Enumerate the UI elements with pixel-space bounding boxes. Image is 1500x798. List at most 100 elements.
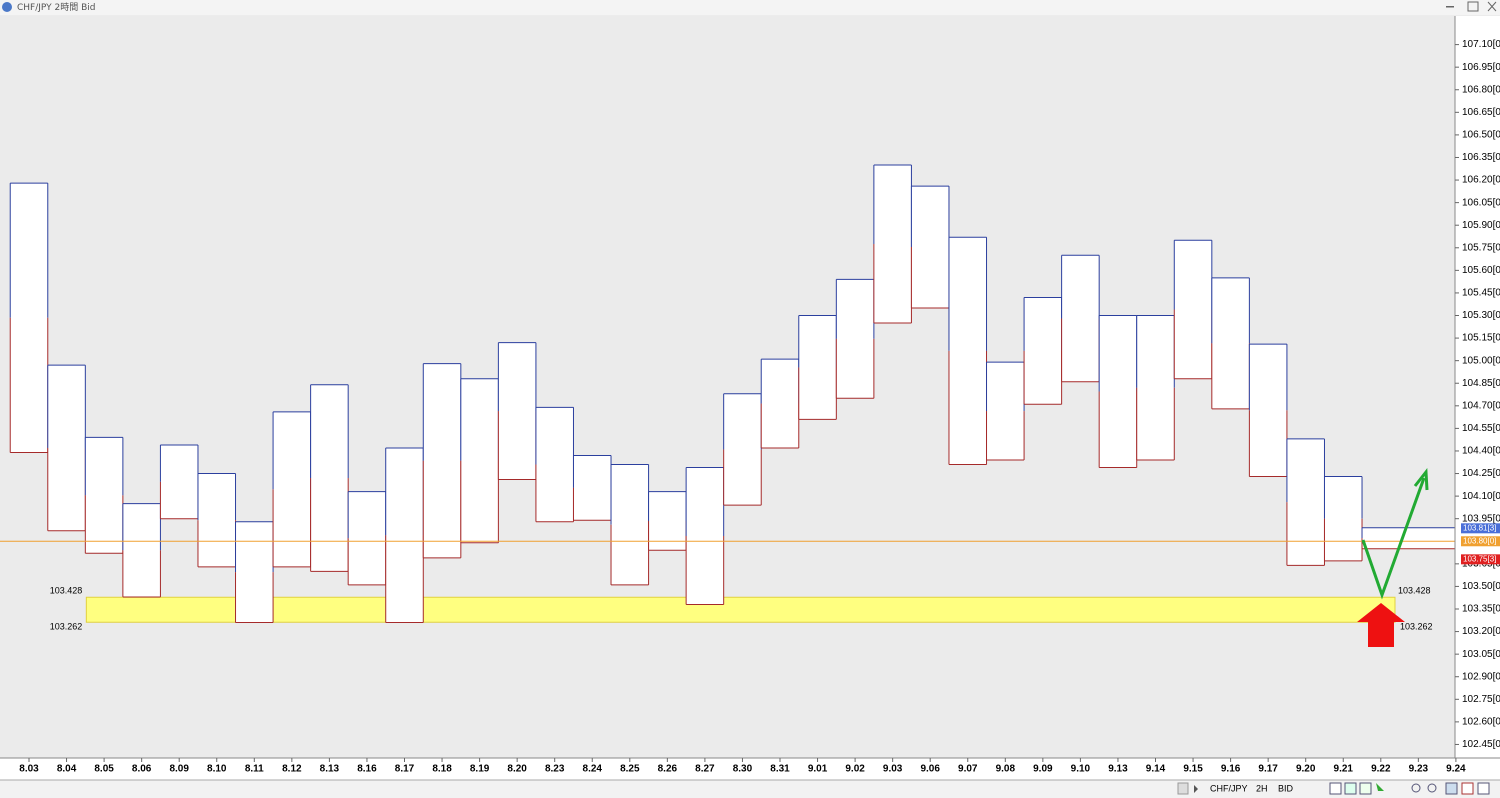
x-tick-label: 9.08	[996, 764, 1016, 775]
x-tick-label: 9.15	[1183, 764, 1203, 775]
y-tick-label: 105.15[0	[1462, 333, 1500, 344]
tool-icon[interactable]	[1344, 782, 1357, 795]
y-tick-label: 105.45[0	[1462, 288, 1500, 299]
day-range	[1136, 315, 1175, 460]
zone-top-label: 103.428	[50, 586, 83, 596]
day-range	[948, 237, 987, 465]
x-tick-label: 8.12	[282, 764, 302, 775]
x-tick-label: 8.16	[357, 764, 377, 775]
zoom-in-icon[interactable]	[1411, 783, 1421, 793]
day-range	[1249, 344, 1287, 477]
y-tick-label: 102.75[0	[1462, 694, 1500, 705]
day-range	[310, 384, 349, 572]
day-range	[160, 444, 198, 519]
x-tick-label: 8.05	[94, 764, 114, 775]
day-range	[798, 315, 837, 420]
x-tick-label: 9.21	[1334, 764, 1354, 775]
y-tick-label: 106.80[0	[1462, 84, 1500, 95]
x-tick-label: 9.22	[1371, 764, 1391, 775]
y-tick-label: 106.50[0	[1462, 130, 1500, 141]
x-tick-label: 9.24	[1446, 764, 1466, 775]
x-tick-label: 8.26	[658, 764, 678, 775]
y-tick-label: 104.40[0	[1462, 446, 1500, 457]
y-tick-label: 106.35[0	[1462, 152, 1500, 163]
tool-icon[interactable]	[1329, 782, 1342, 795]
tool-icon[interactable]	[1359, 782, 1372, 795]
x-tick-label: 8.31	[770, 764, 790, 775]
y-axis-panel	[1455, 16, 1500, 758]
x-tick-label: 9.02	[845, 764, 865, 775]
x-tick-label: 9.07	[958, 764, 978, 775]
x-tick-label: 8.10	[207, 764, 227, 775]
close-button[interactable]	[1487, 1, 1497, 12]
day-range	[197, 473, 236, 567]
price-tag	[1461, 536, 1500, 547]
y-tick-label: 104.85[0	[1462, 378, 1500, 389]
up-arrow	[1357, 603, 1405, 647]
price-tag-label: 103.81[3]	[1463, 523, 1496, 532]
x-tick-label: 8.09	[169, 764, 189, 775]
day-range	[10, 183, 48, 453]
y-tick-label: 106.65[0	[1462, 107, 1500, 118]
day-range	[348, 491, 386, 585]
symbol-select[interactable]: CHF/JPY	[1210, 783, 1248, 793]
forecast-arrow-head	[1413, 467, 1429, 491]
zoom-out-icon[interactable]	[1427, 783, 1437, 793]
plot-layer: 103.428 103.262 103.428 103.262	[0, 164, 1455, 632]
y-tick-label: 103.50[0	[1462, 581, 1500, 592]
day-range	[423, 363, 461, 558]
y-tick-label: 105.60[0	[1462, 265, 1500, 276]
minimize-button[interactable]	[1446, 6, 1454, 8]
tool-icon[interactable]	[1477, 782, 1490, 795]
x-tick-label: 9.01	[808, 764, 828, 775]
y-tick-label: 102.45[0	[1462, 739, 1500, 750]
day-range	[686, 467, 724, 605]
scroll-right[interactable]	[1194, 785, 1198, 793]
x-tick-label: 8.04	[57, 764, 77, 775]
day-range	[1099, 315, 1137, 468]
day-range	[986, 362, 1025, 460]
tool-icon[interactable]	[1461, 782, 1474, 795]
x-tick-label: 8.27	[695, 764, 715, 775]
y-tick-label: 105.75[0	[1462, 242, 1500, 253]
x-tick-label: 8.24	[583, 764, 603, 775]
x-tick-label: 8.25	[620, 764, 640, 775]
x-tick-label: 8.20	[507, 764, 527, 775]
x-tick-label: 8.30	[733, 764, 753, 775]
timeframe-select[interactable]: 2H	[1256, 783, 1268, 793]
x-tick-label: 9.13	[1108, 764, 1128, 775]
day-range	[1362, 527, 1455, 549]
day-range	[122, 503, 161, 597]
scroll-handle[interactable]	[1177, 782, 1189, 795]
y-tick-label: 102.60[0	[1462, 717, 1500, 728]
x-tick-label: 9.16	[1221, 764, 1241, 775]
day-range	[723, 393, 762, 506]
day-range	[648, 491, 687, 551]
day-range	[1324, 476, 1363, 561]
day-range	[611, 464, 649, 585]
tool-icon[interactable]	[1376, 783, 1384, 791]
y-tick-label: 105.30[0	[1462, 310, 1500, 321]
support-zone	[85, 596, 1396, 623]
window-title: CHF/JPY 2時間 Bid	[17, 2, 95, 13]
side-select[interactable]: BID	[1278, 783, 1294, 793]
app-icon	[2, 2, 12, 12]
day-range	[573, 455, 612, 521]
y-tick-label: 106.20[0	[1462, 175, 1500, 186]
day-range	[535, 407, 574, 522]
zone-top-label: 103.428	[1398, 586, 1431, 596]
y-tick-label: 105.90[0	[1462, 220, 1500, 231]
status-bar	[0, 780, 1500, 798]
tool-icon[interactable]	[1445, 782, 1458, 795]
day-range	[460, 378, 499, 543]
price-tag-label: 103.75[3]	[1463, 554, 1496, 563]
day-range	[1174, 240, 1212, 379]
y-tick-label: 103.05[0	[1462, 649, 1500, 660]
price-tag	[1461, 523, 1500, 534]
maximize-button[interactable]	[1467, 1, 1479, 12]
y-tick-label: 103.95[0	[1462, 513, 1500, 524]
zone-bottom-label: 103.262	[1400, 622, 1433, 632]
day-range	[85, 437, 123, 554]
